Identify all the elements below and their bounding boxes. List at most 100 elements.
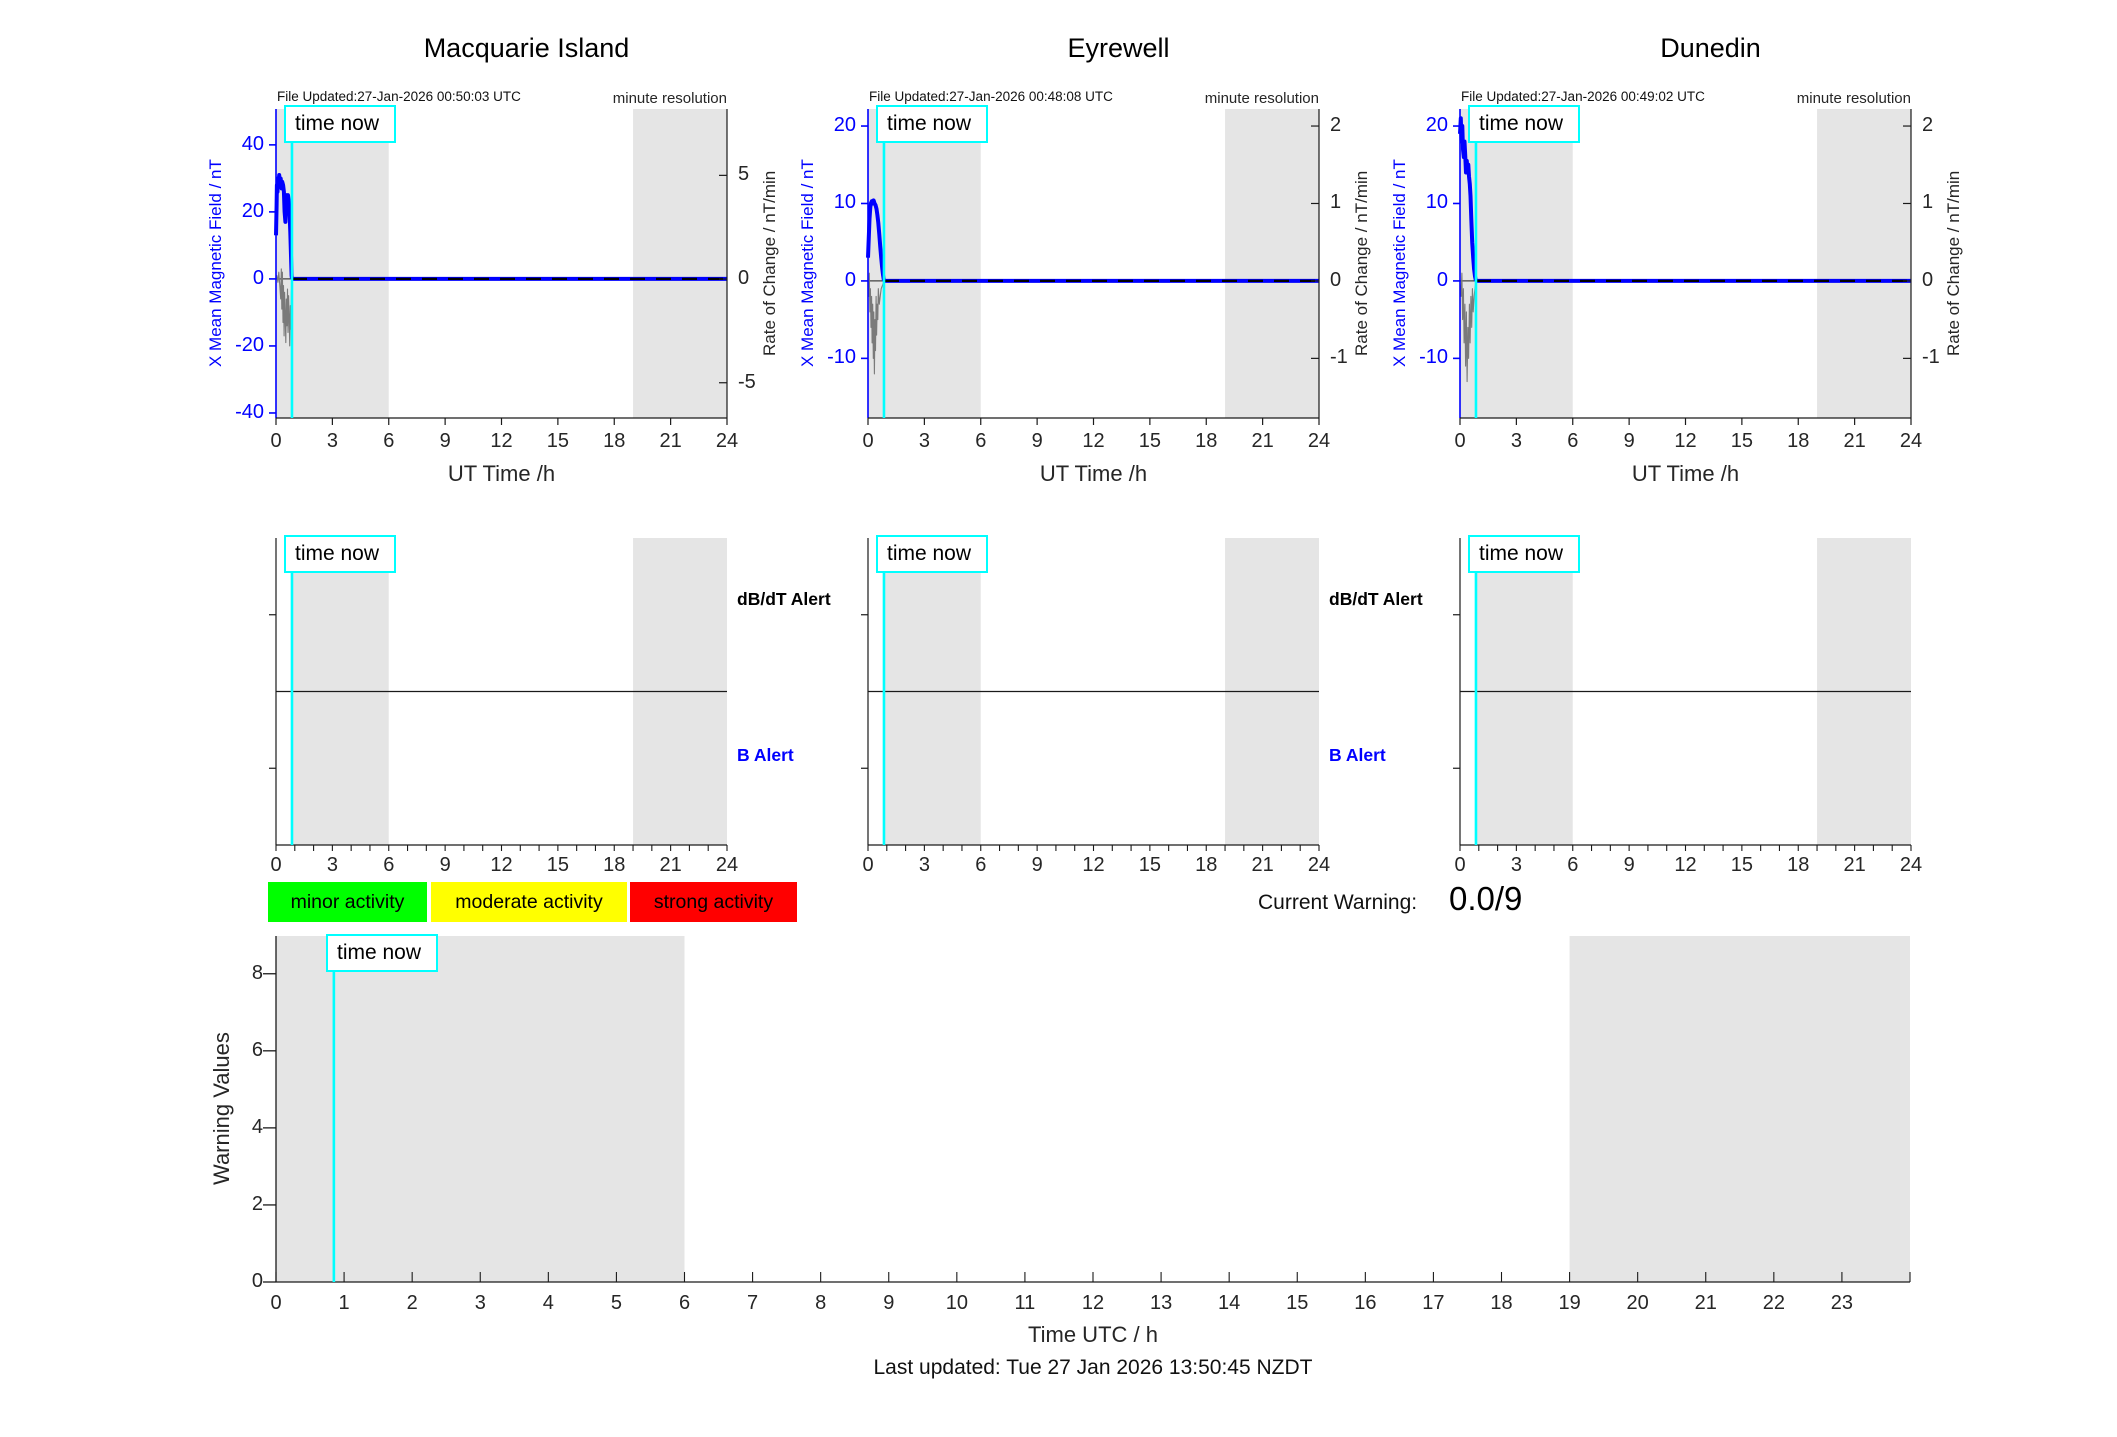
y-tick-label-right: 0 xyxy=(1330,268,1342,291)
y-tick-label: 0 xyxy=(251,1270,263,1292)
x-tick-label: 3 xyxy=(1510,854,1522,876)
time-now-flag: time now xyxy=(284,535,396,573)
x-tick-label: 8 xyxy=(815,1292,827,1314)
x-tick-label: 9 xyxy=(883,1292,895,1314)
x-tick-label: 0 xyxy=(270,854,282,876)
x-tick-label: 19 xyxy=(1558,1292,1581,1314)
night-shading-band xyxy=(868,109,981,418)
x-tick-label: 18 xyxy=(1195,430,1218,452)
x-tick-label: 21 xyxy=(1251,430,1274,452)
y-tick-label-right: 2 xyxy=(1330,114,1342,137)
minute-resolution-note: minute resolution xyxy=(1204,90,1319,107)
x-tick-label: 24 xyxy=(715,430,739,452)
x-tick-label: 6 xyxy=(975,854,987,876)
x-tick-label: 21 xyxy=(1843,854,1866,876)
y-axis-label-left: X Mean Magnetic Field / nT xyxy=(1390,159,1409,368)
night-shading-band xyxy=(633,109,727,418)
y-tick-label-left: 0 xyxy=(844,268,856,291)
x-tick-label: 9 xyxy=(1031,854,1043,876)
x-tick-label: 3 xyxy=(326,854,338,876)
minute-resolution-note: minute resolution xyxy=(612,90,727,107)
minute-resolution-note: minute resolution xyxy=(1796,90,1911,107)
file-updated-note: File Updated:27-Jan-2026 00:50:03 UTC xyxy=(277,89,521,104)
night-shading-band xyxy=(276,109,389,418)
y-tick-label-left: 0 xyxy=(1436,268,1448,291)
x-tick-label: 1 xyxy=(338,1292,350,1314)
legend-minor-activity: minor activity xyxy=(268,882,427,922)
x-tick-label: 3 xyxy=(918,430,930,452)
x-tick-label: 18 xyxy=(603,430,626,452)
alert-label-dbdt: dB/dT Alert xyxy=(737,589,831,609)
x-tick-label: 12 xyxy=(1082,430,1105,452)
time-now-flag: time now xyxy=(1468,535,1580,573)
y-tick-label-right: 2 xyxy=(1922,114,1934,137)
x-tick-label: 6 xyxy=(975,430,987,452)
x-tick-label: 6 xyxy=(383,854,395,876)
x-tick-label: 12 xyxy=(1674,854,1697,876)
y-tick-label-right: 1 xyxy=(1922,191,1934,214)
x-tick-label: 21 xyxy=(659,430,682,452)
y-tick-label-left: -20 xyxy=(235,333,264,356)
y-axis-label-right: Rate of Change / nT/min xyxy=(1944,170,1963,357)
file-updated-note: File Updated:27-Jan-2026 00:48:08 UTC xyxy=(869,89,1113,104)
x-tick-label: 24 xyxy=(1899,430,1923,452)
alert-label-dbdt: dB/dT Alert xyxy=(1329,589,1423,609)
x-tick-label: 21 xyxy=(659,854,682,876)
x-tick-label: 21 xyxy=(1843,430,1866,452)
x-tick-label: 9 xyxy=(1623,430,1635,452)
file-updated-note: File Updated:27-Jan-2026 00:49:02 UTC xyxy=(1461,89,1705,104)
y-tick-label-left: -10 xyxy=(1419,346,1448,369)
x-tick-label: 24 xyxy=(1899,854,1923,876)
x-tick-label: 15 xyxy=(1730,430,1753,452)
y-tick-label-right: 1 xyxy=(1330,191,1342,214)
x-tick-label: 23 xyxy=(1830,1292,1854,1314)
x-tick-label: 3 xyxy=(474,1292,486,1314)
y-tick-label-left: -40 xyxy=(235,400,264,423)
x-tick-label: 9 xyxy=(439,430,451,452)
current-warning-value: 0.0/9 xyxy=(1449,880,1523,917)
y-tick-label-left: 10 xyxy=(833,191,856,214)
x-tick-label: 18 xyxy=(1787,854,1810,876)
x-tick-label: 9 xyxy=(1031,430,1043,452)
current-warning-label: Current Warning: xyxy=(1258,891,1418,914)
x-tick-label: 12 xyxy=(490,430,513,452)
x-tick-label: 12 xyxy=(1082,854,1105,876)
y-tick-label-right: 5 xyxy=(738,163,750,186)
y-tick-label: 2 xyxy=(251,1192,263,1215)
x-tick-label: 12 xyxy=(490,854,513,876)
y-tick-label-left: 20 xyxy=(1425,114,1448,137)
x-tick-label: 15 xyxy=(546,854,569,876)
y-tick-label: 4 xyxy=(251,1115,263,1138)
x-tick-label: 18 xyxy=(1787,430,1810,452)
night-shading-band xyxy=(1817,109,1911,418)
x-axis-label: UT Time /h xyxy=(1631,461,1740,486)
y-tick-label-left: 10 xyxy=(1425,191,1448,214)
x-tick-label: 9 xyxy=(439,854,451,876)
rate-of-change xyxy=(1459,272,1477,383)
y-tick-label-left: 0 xyxy=(252,266,264,289)
x-tick-label: 7 xyxy=(747,1292,759,1314)
x-tick-label: 24 xyxy=(715,854,739,876)
night-shading-band xyxy=(276,936,685,1282)
x-tick-label: 0 xyxy=(862,430,874,452)
y-tick-label-right: -5 xyxy=(738,370,756,393)
x-mean-field xyxy=(274,173,294,280)
time-now-flag: time now xyxy=(326,934,438,972)
x-mean-field xyxy=(866,198,886,282)
station-title: Dunedin xyxy=(1660,33,1761,63)
station-title: Eyrewell xyxy=(1067,33,1170,63)
x-tick-label: 18 xyxy=(1195,854,1218,876)
x-tick-label: 4 xyxy=(542,1292,554,1314)
x-tick-label: 3 xyxy=(326,430,338,452)
y-tick-label-left: 20 xyxy=(241,199,264,222)
night-shading-band xyxy=(1460,109,1573,418)
time-now-flag: time now xyxy=(1468,105,1580,143)
time-now-flag: time now xyxy=(284,105,396,143)
x-tick-label: 24 xyxy=(1307,854,1331,876)
y-tick-label: 6 xyxy=(251,1038,263,1061)
rate-of-change xyxy=(867,272,885,375)
y-tick-label: 8 xyxy=(251,961,263,984)
x-tick-label: 3 xyxy=(918,854,930,876)
y-tick-label-left: 20 xyxy=(833,114,856,137)
